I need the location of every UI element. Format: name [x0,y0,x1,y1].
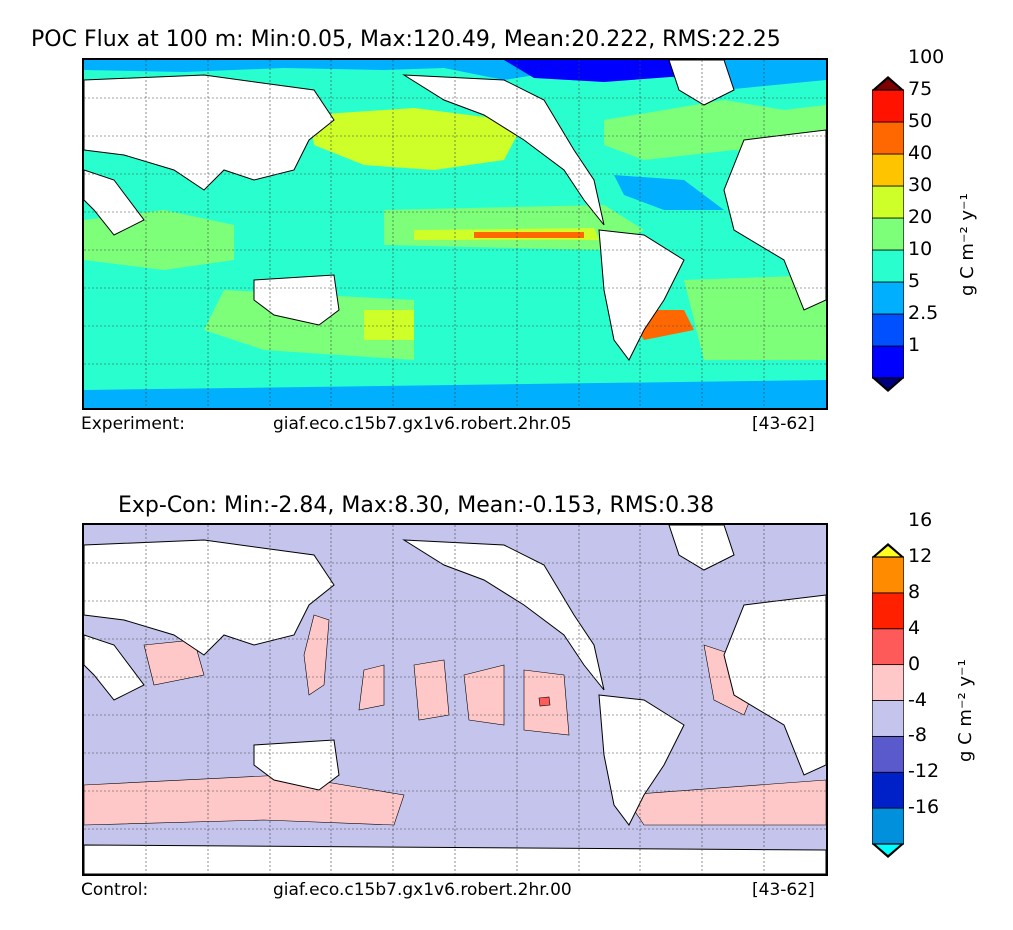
colorbar-cell [871,281,905,315]
colorbar-tick-label: 0 [908,652,921,675]
colorbar-cell [871,89,905,123]
positive-anomaly-patches [84,614,826,826]
colorbar-extend-max-fill [875,546,901,557]
anomaly-patch [143,639,205,686]
colorbar-cell [871,556,905,594]
anomaly-patch [623,779,826,826]
north-pacific-high [309,108,524,170]
colorbar-cell [871,249,905,283]
equatorial-pacific-peak [474,232,584,238]
colorbar-tick-label: 100 [908,46,945,68]
colorbar-cell [871,185,905,219]
new-zealand-high [364,310,414,340]
bottom-map-title: Exp-Con: Min:-2.84, Max:8.30, Mean:-0.15… [118,493,715,518]
colorbar-tick-label: 1 [908,334,921,356]
colorbar-tick-label: -4 [908,688,927,711]
africa-east-land [84,169,145,236]
colorbar-tick-label: 16 [908,509,933,532]
asia-land [84,539,335,656]
colorbar-cell [871,345,905,379]
colorbar-extend-min-fill [875,844,901,855]
colorbar-cell [871,153,905,187]
graticule [84,60,826,408]
colorbar-extend-min-fill [875,378,901,389]
top-experiment-years: [43-62] [752,414,815,434]
colorbar-tick-label: -12 [908,760,940,783]
bottom-control-run: giaf.eco.c15b7.gx1v6.robert.2hr.00 [273,880,572,900]
colorbar-tick-label: 2.5 [908,302,939,324]
south-america-land [598,229,685,361]
bottom-control-years: [43-62] [752,880,815,900]
top-colorbar-unit: g C m⁻² y⁻¹ [957,193,978,296]
anomaly-patch [413,659,450,721]
land-masses [84,60,826,361]
top-map-plot [84,60,826,408]
colorbar-cell [871,313,905,347]
land-masses [84,525,826,874]
top-experiment-label: Experiment: [81,414,185,434]
colorbar-tick-label: 30 [908,174,933,196]
top-colorbar [871,76,905,392]
colorbar-cell [871,592,905,630]
colorbar-cell [871,735,905,773]
colorbar-tick-label: 40 [908,142,933,164]
top-experiment-run: giaf.eco.c15b7.gx1v6.robert.2hr.05 [273,414,572,434]
south-america-land [598,694,685,826]
colorbar-tick-label: 8 [908,580,921,603]
bottom-colorbar-graphic [871,543,905,858]
colorbar-cell [871,771,905,809]
top-map-title: POC Flux at 100 m: Min:0.05, Max:120.49,… [31,27,781,52]
africa-west-land [723,129,826,311]
bottom-map-plot [84,525,826,874]
colorbar-tick-label: 10 [908,238,933,260]
colorbar-cell [871,121,905,155]
colorbar-cell [871,217,905,251]
bottom-colorbar [871,543,905,858]
bottom-map [82,523,828,876]
anomaly-patch [463,664,505,726]
top-map [82,58,828,410]
anomaly-patch [303,614,330,696]
north-america-land [402,74,605,226]
colorbar-tick-label: 20 [908,206,933,228]
colorbar-cell [871,807,905,845]
colorbar-tick-label: -8 [908,724,927,747]
australia-land [253,739,340,791]
colorbar-tick-label: -16 [908,796,940,819]
colorbar-cell [871,664,905,701]
anomaly-max-patch [538,696,551,707]
colorbar-tick-label: 75 [908,78,933,100]
antarctica-land [84,844,826,874]
bottom-colorbar-unit: g C m⁻² y⁻¹ [955,659,976,762]
southern-ocean-band-west [204,290,414,360]
colorbar-extend-max-fill [875,79,901,90]
colorbar-cell [871,700,905,737]
colorbar-cell [871,628,905,666]
bottom-control-label: Control: [81,880,149,900]
africa-east-land [84,634,145,701]
north-america-land [402,539,605,691]
colorbar-tick-label: 50 [908,110,933,132]
top-colorbar-graphic [871,76,905,392]
arctic-low-region [504,60,704,82]
greenland-land [668,525,735,571]
australia-land [253,274,340,326]
asia-land [84,74,335,191]
greenland-land [668,60,735,106]
africa-west-land [723,594,826,776]
colorbar-tick-label: 5 [908,270,921,292]
colorbar-tick-label: 4 [908,616,921,639]
anomaly-patch [358,664,385,711]
south-atlantic-band [684,275,826,360]
subtropical-atlantic-low [614,175,724,210]
colorbar-tick-label: 12 [908,545,933,567]
